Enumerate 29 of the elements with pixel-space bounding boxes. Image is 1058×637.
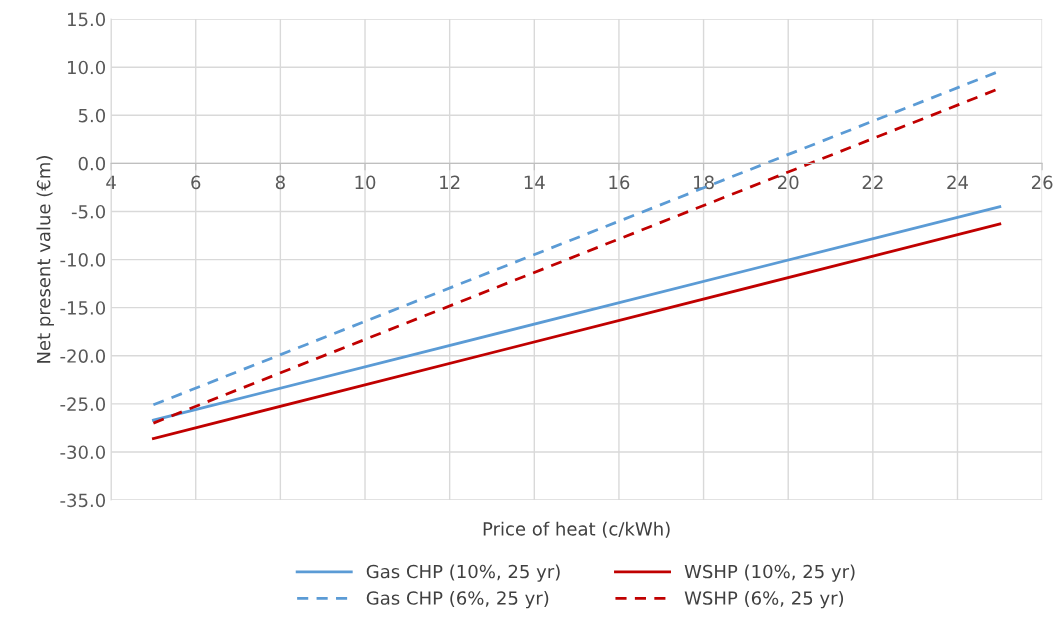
y-tick-label: 5.0	[78, 108, 106, 123]
x-axis-title: Price of heat (c/kWh)	[483, 521, 670, 538]
x-tick-label: 12	[440, 175, 460, 189]
x-tick-label: 24	[947, 175, 968, 189]
y-tick-label: 15.0	[68, 12, 106, 27]
x-tick-label: 10	[355, 175, 376, 190]
y-tick-label: -25.0	[60, 397, 106, 411]
x-tick-label: 14	[524, 175, 545, 189]
legend-label: Gas CHP (6%, 25 yr)	[366, 590, 549, 609]
legend-label: Gas CHP (10%, 25 yr)	[366, 564, 560, 582]
y-tick-label: -30.0	[60, 445, 106, 460]
x-tick-label: 16	[609, 175, 630, 190]
x-tick-label: 26	[1031, 175, 1053, 190]
y-tick-label: -35.0	[60, 493, 106, 508]
y-tick-label: 0.0	[78, 156, 106, 171]
y-tick-label: -15.0	[60, 301, 106, 315]
x-tick-label: 20	[778, 175, 799, 190]
x-tick-label: 6	[191, 175, 201, 190]
y-axis-title: Net present value (€m)	[36, 156, 54, 363]
y-tick-label: -20.0	[60, 349, 106, 363]
x-tick-label: 18	[694, 175, 714, 190]
y-tick-label: 10.0	[68, 60, 106, 75]
y-tick-label: -10.0	[60, 253, 106, 267]
legend-label: WSHP (10%, 25 yr)	[684, 564, 855, 582]
x-tick-label: 22	[862, 175, 883, 189]
x-tick-label: 4	[106, 175, 116, 189]
legend-label: WSHP (6%, 25 yr)	[684, 590, 844, 609]
y-tick-label: -5.0	[71, 204, 106, 219]
x-tick-label: 8	[275, 175, 285, 190]
